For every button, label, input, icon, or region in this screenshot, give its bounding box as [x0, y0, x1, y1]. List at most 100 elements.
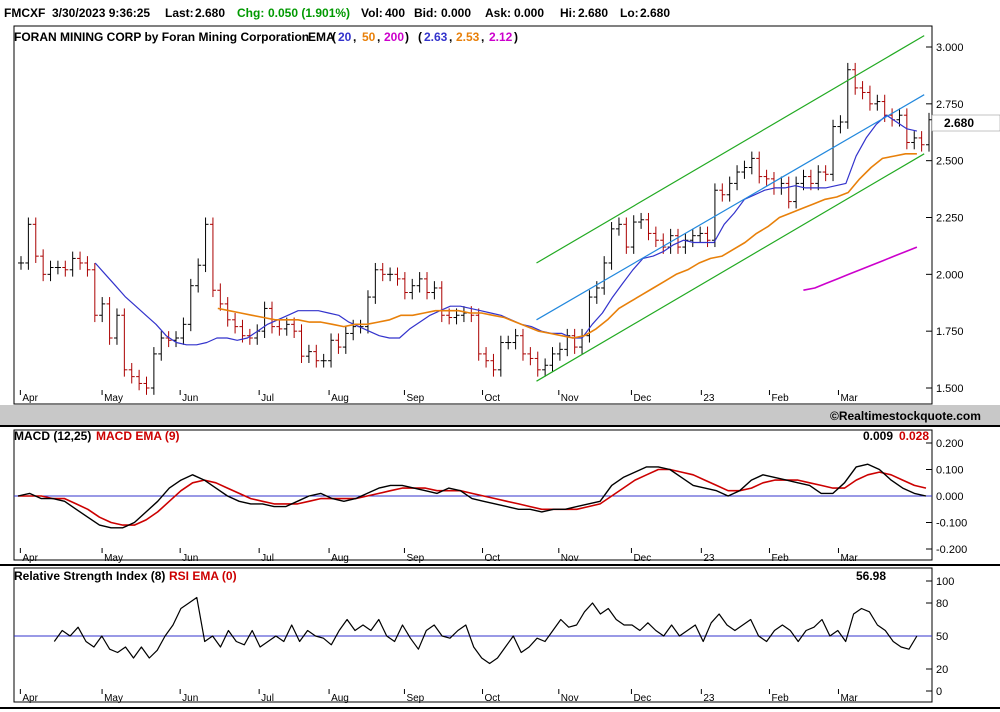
ohlc-bar: [121, 308, 128, 377]
ohlc-bar: [106, 297, 113, 345]
ema-param-200: 200: [384, 30, 404, 44]
ohlc-bar: [143, 376, 150, 395]
ema-comma-1: ,: [353, 30, 356, 44]
ohlc-bar: [187, 278, 194, 332]
ohlc-bar: [911, 131, 918, 150]
ohlc-bar: [615, 217, 622, 236]
lo-label: Lo:: [620, 6, 639, 20]
ohlc-bar: [697, 226, 704, 243]
x-tick-label: Sep: [406, 393, 424, 404]
macd-signal-line: [18, 468, 927, 526]
rsi-y-tick-label: 20: [936, 664, 948, 676]
ohlc-bar: [719, 183, 726, 202]
ohlc-bar: [298, 324, 305, 363]
rsi-y-tick-label: 0: [936, 686, 942, 698]
x-tick-label: Oct: [485, 393, 501, 404]
x-tick-label: Nov: [561, 393, 579, 404]
ohlc-bar: [874, 94, 881, 111]
ohlc-bar: [756, 151, 763, 184]
x-tick-label: Feb: [771, 393, 789, 404]
x-tick-label: Nov: [561, 553, 579, 564]
ohlc-bar: [128, 362, 135, 384]
ema-label: EMA: [308, 30, 335, 44]
rsi-ema-title: RSI EMA (0): [169, 569, 237, 583]
ohlc-bar: [150, 347, 157, 395]
price-y-tick-label: 2.500: [936, 156, 964, 168]
ohlc-bar: [793, 176, 800, 209]
x-tick-label: Nov: [561, 693, 579, 704]
ohlc-bar: [180, 317, 187, 345]
ema-param-50: 50: [362, 30, 376, 44]
ohlc-bar: [305, 344, 312, 363]
channel-lower-line: [536, 153, 925, 382]
vol-value: 400: [385, 6, 406, 20]
x-tick-label: Apr: [22, 693, 38, 704]
ohlc-bar: [54, 260, 61, 275]
ohlc-bar: [483, 347, 490, 368]
chg-value: 0.050 (1.901%): [268, 6, 351, 20]
last-price-tag: [931, 114, 1000, 132]
x-tick-label: Mar: [840, 393, 858, 404]
ohlc-bar: [830, 119, 837, 182]
ohlc-bar: [379, 262, 386, 282]
trend-line: [536, 94, 925, 321]
ohlc-bar: [497, 335, 504, 377]
x-tick-label: Jul: [261, 553, 274, 564]
ema-value-50: 2.53: [456, 30, 480, 44]
rsi-y-tick-label: 50: [936, 631, 948, 643]
ohlc-bar: [401, 272, 408, 300]
x-tick-label: Oct: [485, 553, 501, 564]
ohlc-bar: [261, 301, 268, 338]
price-plot-frame: [13, 25, 933, 405]
x-tick-label: Dec: [633, 693, 651, 704]
ohlc-bar: [195, 258, 202, 293]
ohlc-bar: [62, 260, 69, 277]
price-title: FORAN MINING CORP by Foran Mining Corpor…: [14, 30, 309, 44]
ohlc-bar: [165, 331, 172, 348]
ohlc-bar: [586, 290, 593, 343]
ema-paren-open: (: [332, 30, 336, 44]
price-y-tick-label: 3.000: [936, 42, 964, 54]
ema50-line: [217, 153, 917, 339]
ohlc-bar: [372, 262, 379, 304]
x-tick-label: Apr: [22, 553, 38, 564]
last-label: Last:: [165, 6, 194, 20]
watermark-strip: [0, 405, 1000, 425]
ohlc-bar: [364, 290, 371, 334]
x-tick-label: Jun: [182, 393, 198, 404]
ohlc-bar: [32, 217, 39, 263]
ohlc-bar: [741, 160, 748, 179]
x-tick-label: Sep: [406, 693, 424, 704]
x-tick-label: 23: [703, 553, 715, 564]
ohlc-bar: [158, 331, 165, 361]
x-tick-label: Jul: [261, 393, 274, 404]
bid-value: 0.000: [441, 6, 472, 20]
price-y-tick-label: 1.750: [936, 326, 964, 338]
ohlc-bar: [99, 297, 106, 323]
channel-upper-line: [536, 35, 925, 264]
ohlc-bar: [689, 228, 696, 248]
ohlc-bar: [645, 212, 652, 241]
ohlc-bar: [320, 353, 327, 368]
ohlc-bar: [571, 328, 578, 354]
rsi-title: Relative Strength Index (8): [14, 569, 165, 583]
ohlc-bar: [91, 262, 98, 323]
quote-datetime: 3/30/2023 9:36:25: [52, 6, 151, 20]
macd-plot-frame: [13, 429, 933, 561]
symbol: FMCXF: [4, 6, 46, 20]
x-tick-label: Aug: [331, 393, 349, 404]
ohlc-bar: [800, 169, 807, 191]
ohlc-bar: [763, 169, 770, 186]
x-tick-label: Mar: [840, 553, 858, 564]
watermark: ©Realtimestockquote.com: [830, 409, 981, 423]
ohlc-bar: [549, 347, 556, 373]
ohlc-bar: [209, 217, 216, 298]
price-y-tick-label: 1.500: [936, 383, 964, 395]
ohlc-bar: [534, 351, 541, 377]
ohlc-bar: [276, 319, 283, 336]
bid-label: Bid:: [414, 6, 438, 20]
ohlc-bar: [505, 335, 512, 350]
ohlc-bar: [734, 165, 741, 191]
ema-value-200: 2.12: [489, 30, 513, 44]
ohlc-bar: [527, 347, 534, 366]
